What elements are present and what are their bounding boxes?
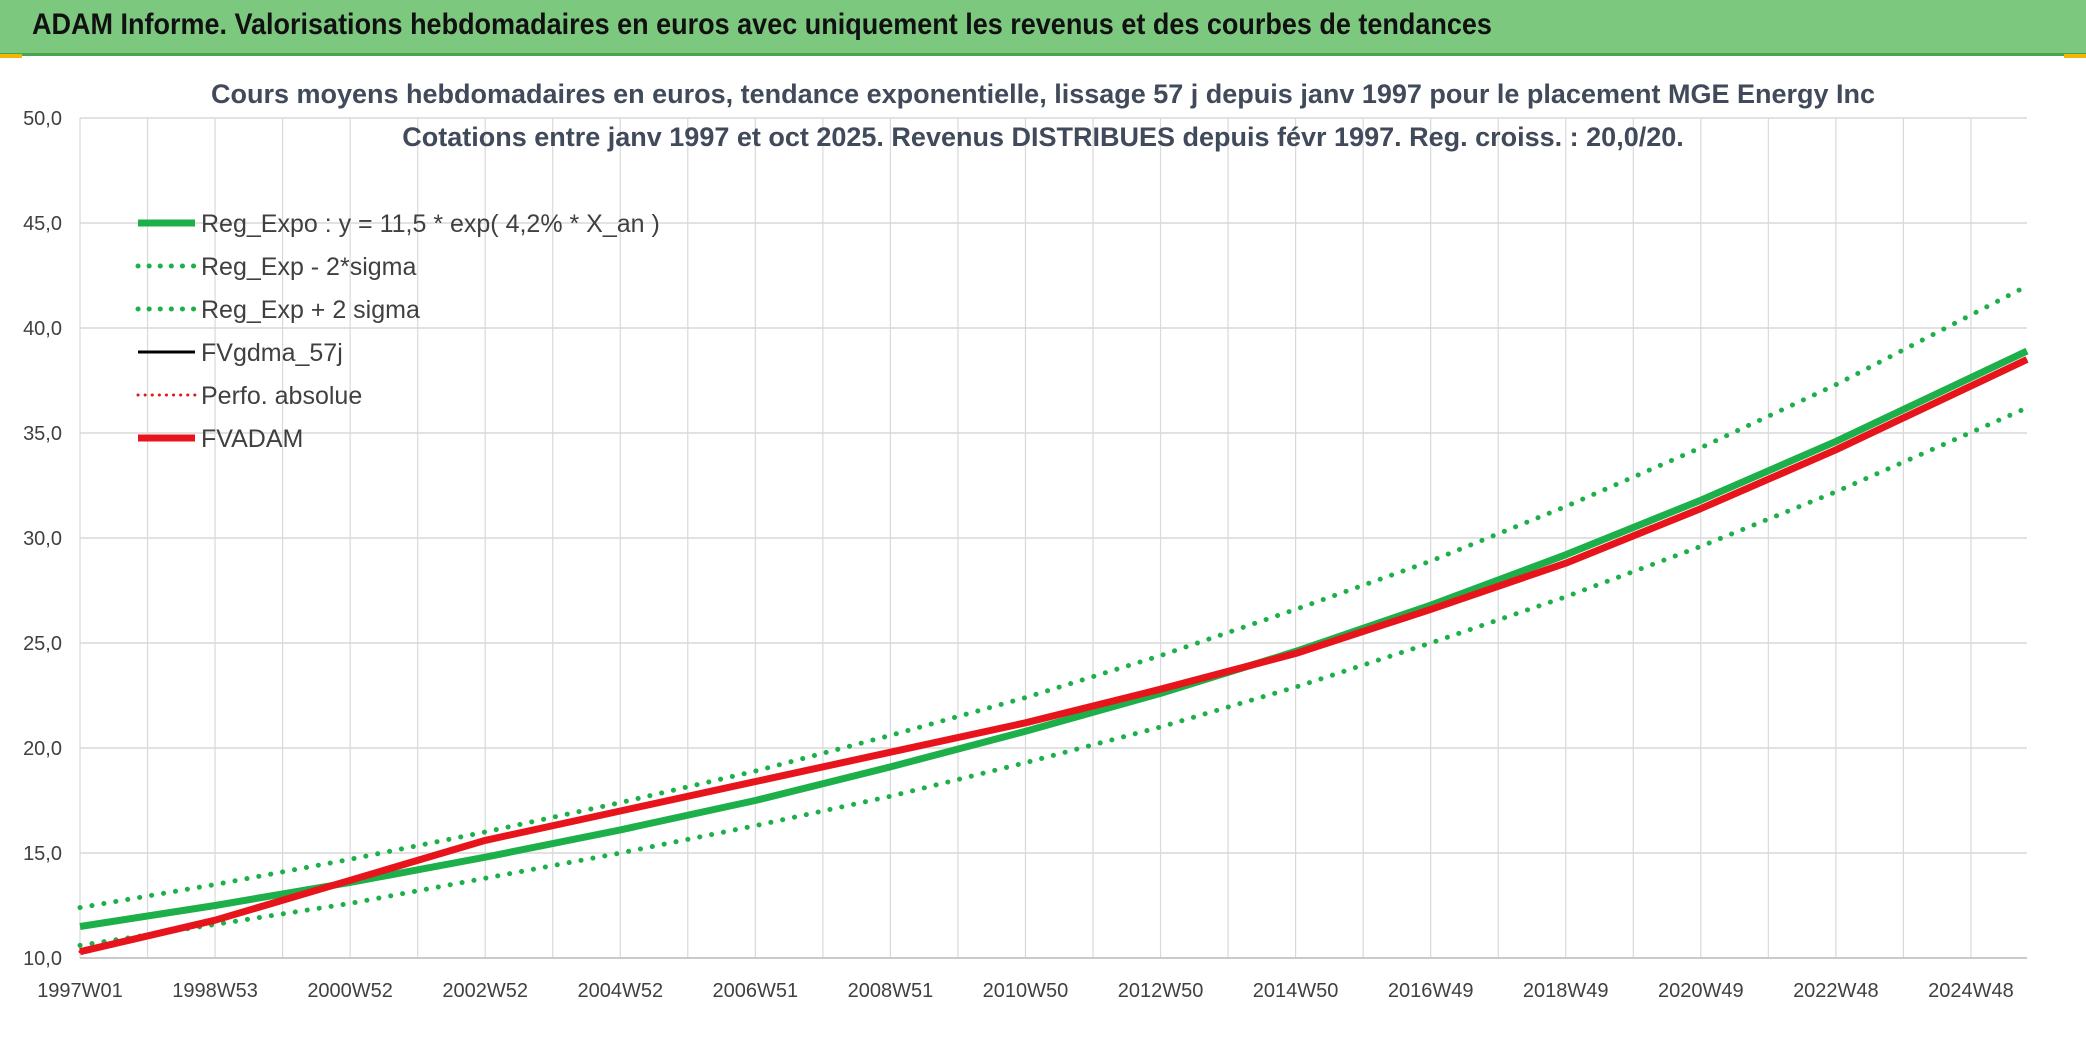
legend-label-0: Reg_Expo : y = 11,5 * exp( 4,2% * X_an ) — [201, 210, 660, 238]
y-tick-label: 30,0 — [23, 528, 62, 550]
y-tick-label: 45,0 — [23, 213, 62, 235]
x-axis: 1997W01 1998W53 2000W52 2002W52 2004W52 2006W… — [37, 957, 2027, 1002]
legend-label-1: Reg_Exp - 2*sigma — [201, 253, 416, 281]
x-tick-label: 1998W53 — [172, 980, 258, 1002]
y-tick-label: 35,0 — [23, 423, 62, 445]
plot-background — [0, 58, 2086, 1037]
legend-label-4: Perfo. absolue — [201, 382, 362, 410]
line-chart: 10,0 15,0 20,0 25,0 30,0 35,0 40,0 45,0 50,0 199… — [0, 58, 2086, 1037]
y-axis: 10,0 15,0 20,0 25,0 30,0 35,0 40,0 45,0 50,0 — [23, 108, 62, 970]
series-line-4 — [78, 358, 2029, 954]
x-tick-label: 2022W48 — [1793, 980, 1879, 1002]
x-tick-label: 1997W01 — [37, 980, 123, 1002]
legend: Reg_Expo : y = 11,5 * exp( 4,2% * X_an )… — [135, 210, 660, 453]
legend-label-5: FVADAM — [201, 425, 303, 453]
gridlines — [79, 117, 2027, 959]
x-tick-label: 2020W49 — [1658, 980, 1744, 1002]
x-tick-label: 2018W49 — [1523, 980, 1609, 1002]
x-tick-label: 2024W48 — [1928, 980, 2014, 1002]
y-tick-label: 20,0 — [23, 738, 62, 760]
x-tick-label: 2000W52 — [307, 980, 393, 1002]
corner-marker-right — [2064, 54, 2086, 61]
chart-title: Cours moyens hebdomadaires en euros, ten… — [211, 79, 1875, 109]
y-tick-label: 50,0 — [23, 108, 62, 130]
y-tick-label: 40,0 — [23, 318, 62, 340]
x-tick-label: 2010W50 — [983, 980, 1069, 1002]
series-line-0 — [79, 347, 2029, 930]
x-tick-label: 2002W52 — [442, 980, 528, 1002]
x-tick-label: 2016W49 — [1388, 980, 1474, 1002]
x-tick-label: 2006W51 — [713, 980, 799, 1002]
x-tick-label: 2004W52 — [577, 980, 663, 1002]
report-header: ADAM Informe. Valorisations hebdomadaire… — [0, 0, 2086, 56]
x-tick-label: 2012W50 — [1118, 980, 1204, 1002]
legend-label-2: Reg_Exp + 2 sigma — [201, 296, 420, 324]
x-tick-label: 2014W50 — [1253, 980, 1339, 1002]
report-title: ADAM Informe. Valorisations hebdomadaire… — [32, 8, 1492, 41]
series-lines — [77, 283, 2030, 956]
chart-subtitle: Cotations entre janv 1997 et oct 2025. R… — [402, 122, 1684, 152]
x-tick-label: 2008W51 — [848, 980, 934, 1002]
legend-label-3: FVgdma_57j — [201, 339, 343, 367]
y-tick-label: 10,0 — [23, 948, 62, 970]
y-tick-label: 25,0 — [23, 633, 62, 655]
y-tick-label: 15,0 — [23, 843, 62, 865]
series-line-2 — [77, 283, 2030, 911]
corner-marker-left — [0, 54, 22, 61]
